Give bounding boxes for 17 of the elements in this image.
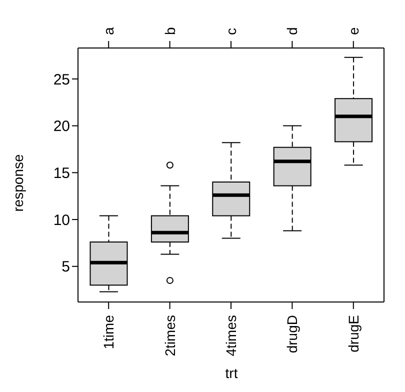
annotation: c — [223, 28, 239, 35]
annotation: a — [100, 27, 117, 35]
annotation: e — [345, 27, 362, 35]
y-tick-label: 10 — [53, 212, 70, 229]
x-tick-label: 2times — [162, 315, 178, 356]
x-tick-label: 4times — [223, 315, 239, 356]
y-tick-label: 20 — [53, 118, 70, 136]
y-tick-label: 15 — [53, 164, 70, 182]
annotation: d — [284, 27, 300, 35]
x-axis-title: trt — [224, 365, 239, 381]
x-tick-label: 1time — [100, 314, 117, 350]
y-tick-label: 5 — [62, 258, 70, 276]
annotation: b — [162, 27, 178, 35]
x-tick-label: drugE — [345, 315, 362, 352]
y-axis-title: response — [10, 154, 26, 212]
y-tick-label: 25 — [53, 71, 70, 88]
x-tick-label: drugD — [284, 315, 300, 354]
